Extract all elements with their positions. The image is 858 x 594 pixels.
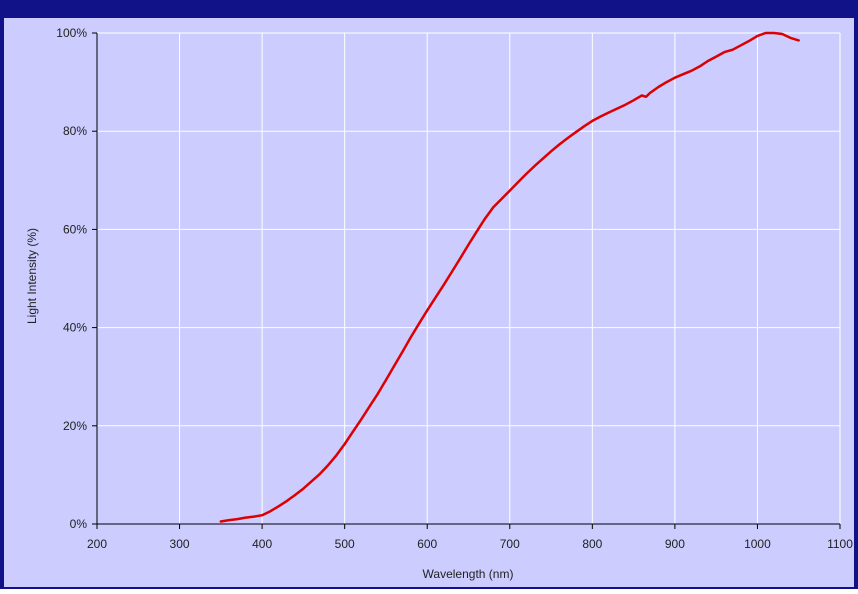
- axes: [92, 32, 841, 529]
- x-tick-label: 1000: [744, 537, 771, 551]
- tick-labels: 200 300 400 500 600 700 800 900 1000 1100 0% 20% 40%…: [56, 26, 853, 551]
- x-axis-label: Wavelength (nm): [423, 567, 514, 581]
- x-tick-label: 700: [500, 537, 520, 551]
- chart-panel: [4, 18, 854, 587]
- y-tick-label: 80%: [63, 124, 87, 138]
- x-tick-label: 200: [87, 537, 107, 551]
- y-tick-label: 40%: [63, 321, 87, 335]
- x-tick-label: 500: [335, 537, 355, 551]
- x-tick-label: 1100: [827, 537, 853, 551]
- series-layer: [219, 31, 800, 523]
- series-line-light-intensity: [219, 31, 800, 523]
- x-tick-label: 600: [417, 537, 437, 551]
- y-tick-label: 100%: [56, 26, 87, 40]
- x-tick-label: 400: [252, 537, 272, 551]
- y-tick-label: 20%: [63, 419, 87, 433]
- x-tick-label: 900: [665, 537, 685, 551]
- y-tick-label: 0%: [70, 517, 88, 531]
- x-tick-label: 800: [582, 537, 602, 551]
- grid-lines: [97, 32, 841, 524]
- x-tick-label: 300: [170, 537, 190, 551]
- y-tick-label: 60%: [63, 222, 87, 236]
- y-axis-label: Light Intensity (%): [25, 228, 39, 324]
